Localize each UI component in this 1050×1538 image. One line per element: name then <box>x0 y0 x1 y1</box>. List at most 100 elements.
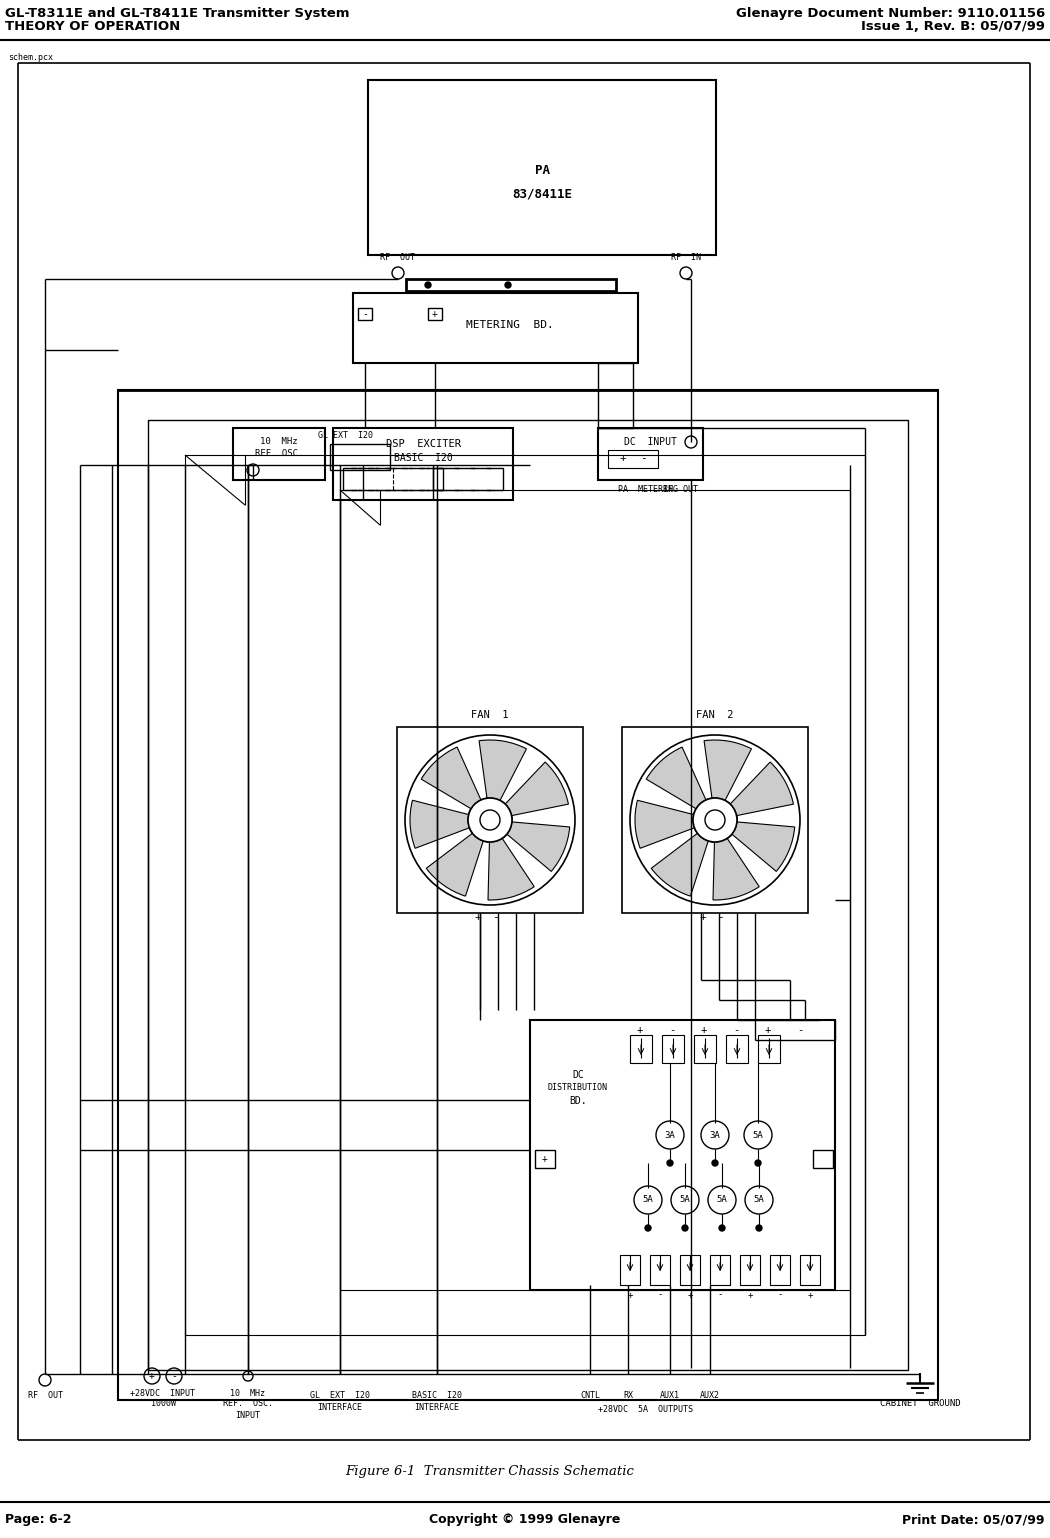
Wedge shape <box>505 761 568 815</box>
Wedge shape <box>421 747 481 809</box>
Bar <box>694 1035 716 1063</box>
Text: +28VDC  INPUT: +28VDC INPUT <box>130 1389 195 1398</box>
Text: BASIC  I20: BASIC I20 <box>394 454 453 463</box>
Text: Print Date: 05/07/99: Print Date: 05/07/99 <box>903 1513 1045 1527</box>
Bar <box>530 1020 835 1290</box>
Bar <box>185 455 865 1335</box>
Bar <box>662 1035 684 1063</box>
Wedge shape <box>705 740 752 800</box>
Circle shape <box>667 1160 673 1166</box>
Bar <box>770 1255 790 1286</box>
Text: BD.: BD. <box>569 1097 587 1106</box>
Bar <box>343 468 443 491</box>
Text: REF.  OSC.: REF. OSC. <box>223 1400 273 1409</box>
Text: +: + <box>542 1154 548 1164</box>
Bar <box>710 1255 730 1286</box>
Text: -: - <box>733 1024 739 1035</box>
Circle shape <box>712 1160 718 1166</box>
Text: +28VDC  5A  OUTPUTS: +28VDC 5A OUTPUTS <box>597 1406 693 1415</box>
Text: 5A: 5A <box>716 1195 728 1204</box>
Bar <box>358 308 372 320</box>
Text: -: - <box>171 1370 177 1381</box>
Text: AUX2: AUX2 <box>700 1392 720 1401</box>
Text: RF  IN: RF IN <box>671 252 701 261</box>
Bar <box>620 1255 640 1286</box>
Text: DC  INPUT: DC INPUT <box>624 437 677 448</box>
Text: Issue 1, Rev. B: 05/07/99: Issue 1, Rev. B: 05/07/99 <box>861 20 1045 34</box>
Wedge shape <box>410 800 469 849</box>
Text: +: + <box>748 1290 753 1300</box>
Text: 3A: 3A <box>710 1130 720 1140</box>
Circle shape <box>705 811 724 831</box>
Text: GL EXT  I20: GL EXT I20 <box>317 432 373 440</box>
Text: INPUT: INPUT <box>235 1410 260 1420</box>
Bar <box>428 308 442 320</box>
Text: GL  EXT  I20: GL EXT I20 <box>310 1392 370 1401</box>
Text: +: + <box>475 912 481 921</box>
Text: 83/8411E: 83/8411E <box>512 188 572 200</box>
Circle shape <box>425 281 430 288</box>
Text: 10  MHz: 10 MHz <box>260 437 298 446</box>
Bar <box>622 727 809 914</box>
Text: PA  METERING: PA METERING <box>618 486 678 495</box>
Wedge shape <box>646 747 706 809</box>
Text: PA: PA <box>534 165 549 177</box>
Text: -: - <box>717 1290 722 1300</box>
Text: INTERFACE: INTERFACE <box>317 1403 362 1412</box>
Text: DSP  EXCITER: DSP EXCITER <box>385 438 461 449</box>
Bar <box>330 444 390 471</box>
Bar <box>800 1255 820 1286</box>
Bar <box>433 468 503 491</box>
Text: +: + <box>807 1290 813 1300</box>
Text: THEORY OF OPERATION: THEORY OF OPERATION <box>5 20 181 34</box>
Bar <box>740 1255 760 1286</box>
Circle shape <box>693 798 737 841</box>
Text: -: - <box>777 1290 782 1300</box>
Bar <box>353 294 638 363</box>
Circle shape <box>719 1224 724 1230</box>
Text: BASIC  I20: BASIC I20 <box>412 1392 462 1401</box>
Text: +: + <box>620 454 627 463</box>
Text: Glenayre Document Number: 9110.01156: Glenayre Document Number: 9110.01156 <box>736 8 1045 20</box>
Wedge shape <box>732 821 795 872</box>
Text: DC: DC <box>572 1070 584 1080</box>
Bar <box>680 1255 700 1286</box>
Bar <box>630 1035 652 1063</box>
Text: RF  OUT: RF OUT <box>663 486 698 495</box>
Text: RX: RX <box>623 1392 633 1401</box>
Text: FAN  1: FAN 1 <box>471 711 509 720</box>
Text: 10  MHz: 10 MHz <box>231 1389 266 1398</box>
Text: +: + <box>637 1024 643 1035</box>
Wedge shape <box>635 800 694 849</box>
Bar <box>233 428 326 480</box>
Bar <box>340 491 850 1290</box>
Text: 5A: 5A <box>643 1195 653 1204</box>
Text: Copyright © 1999 Glenayre: Copyright © 1999 Glenayre <box>429 1513 621 1527</box>
Text: -: - <box>669 1024 675 1035</box>
Bar <box>368 80 716 255</box>
Bar <box>813 1150 833 1167</box>
Text: 1000W: 1000W <box>150 1400 175 1409</box>
Text: -: - <box>639 454 647 463</box>
Circle shape <box>505 281 511 288</box>
Circle shape <box>480 811 500 831</box>
Bar <box>333 428 513 500</box>
Text: +: + <box>688 1290 693 1300</box>
Text: METERING  BD.: METERING BD. <box>466 320 553 329</box>
Circle shape <box>645 1224 651 1230</box>
Text: REF  OSC.: REF OSC. <box>255 449 303 458</box>
Text: +: + <box>627 1290 633 1300</box>
Bar <box>598 428 704 480</box>
Bar <box>758 1035 780 1063</box>
Text: DISTRIBUTION: DISTRIBUTION <box>548 1083 608 1092</box>
Text: 5A: 5A <box>679 1195 691 1204</box>
Text: Figure 6-1  Transmitter Chassis Schematic: Figure 6-1 Transmitter Chassis Schematic <box>345 1466 634 1478</box>
Text: 5A: 5A <box>754 1195 764 1204</box>
Circle shape <box>468 798 512 841</box>
Text: -: - <box>797 1024 803 1035</box>
Text: schem.pcx: schem.pcx <box>8 52 52 62</box>
Circle shape <box>468 798 512 841</box>
Text: CABINET  GROUND: CABINET GROUND <box>880 1398 961 1407</box>
Wedge shape <box>730 761 794 815</box>
Text: -: - <box>491 912 499 921</box>
